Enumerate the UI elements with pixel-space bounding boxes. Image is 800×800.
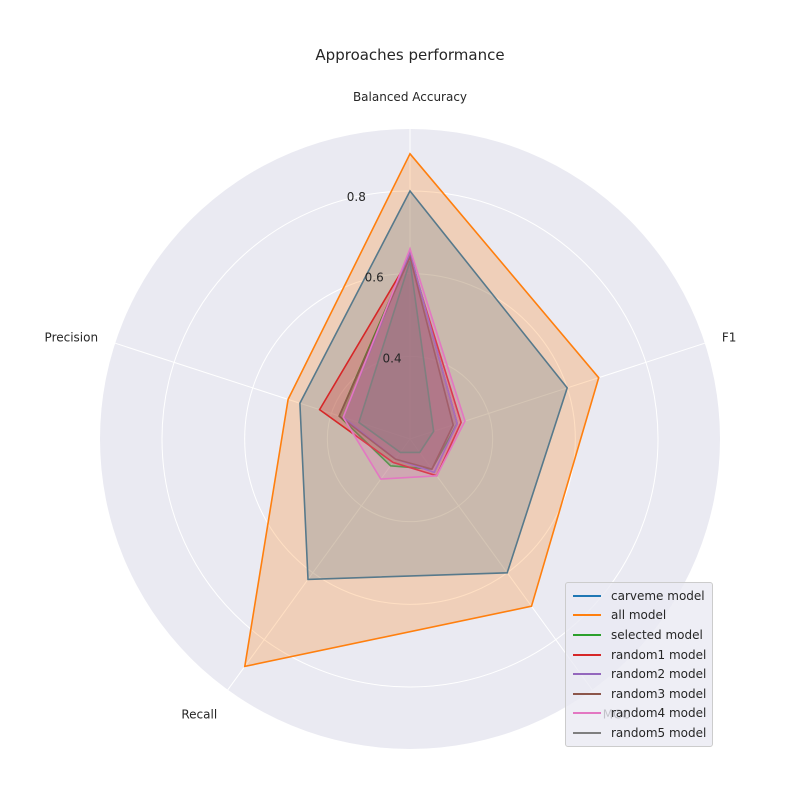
axis-label-4: Precision — [45, 331, 99, 345]
grid-spoke-1 — [409, 342, 705, 440]
series-fill-1 — [244, 153, 599, 667]
legend-label-4: random2 model — [611, 667, 707, 682]
legend-item-1: all model — [566, 606, 712, 626]
series-fill-4 — [343, 253, 458, 473]
legend-swatch-6 — [573, 712, 601, 715]
legend-label-3: random1 model — [611, 647, 707, 662]
legend-label-5: random3 model — [611, 686, 707, 701]
r-tick-label-2: 0.8 — [347, 190, 366, 204]
series-line-5 — [338, 254, 455, 471]
series-fill-5 — [339, 257, 454, 470]
legend-swatch-1 — [573, 614, 601, 617]
legend-label-6: random4 model — [611, 706, 707, 721]
series-line-6 — [342, 246, 466, 480]
legend-label-0: carveme model — [611, 588, 705, 603]
series-fill-0 — [299, 191, 568, 580]
legend-swatch-7 — [573, 731, 601, 734]
legend-item-6: random4 model — [566, 704, 712, 724]
series-fill-7 — [358, 261, 434, 453]
axis-label-0: Balanced Accuracy — [353, 90, 467, 104]
legend-item-3: random1 model — [566, 645, 712, 665]
legend: carveme model all model selected model rand… — [565, 582, 713, 747]
series-layer — [243, 152, 600, 668]
axis-label-3: Recall — [181, 707, 217, 721]
series-fill-6 — [343, 248, 465, 480]
legend-item-0: carveme model — [566, 586, 712, 606]
axis-label-1: F1 — [722, 331, 737, 345]
series-line-7 — [357, 261, 435, 454]
series-line-1 — [243, 152, 600, 668]
legend-swatch-3 — [573, 653, 601, 656]
legend-swatch-4 — [573, 673, 601, 676]
legend-label-2: selected model — [611, 627, 703, 642]
legend-swatch-2 — [573, 633, 601, 636]
legend-label-7: random5 model — [611, 725, 707, 740]
legend-item-4: random2 model — [566, 664, 712, 684]
grid-spoke-3 — [227, 438, 411, 691]
legend-item-7: random5 model — [566, 723, 712, 743]
chart-title: Approaches performance — [315, 46, 504, 64]
series-fill-2 — [339, 253, 458, 470]
legend-label-1: all model — [611, 608, 667, 623]
series-line-0 — [299, 189, 569, 581]
r-tick-label-1: 0.6 — [365, 271, 384, 285]
series-line-3 — [318, 255, 462, 477]
legend-swatch-5 — [573, 692, 601, 695]
radial-tick-labels: 0.4 0.6 0.8 — [347, 190, 402, 365]
grid — [115, 129, 705, 691]
legend-swatch-0 — [573, 594, 601, 597]
legend-item-2: selected model — [566, 625, 712, 645]
grid-spoke-2 — [409, 438, 593, 691]
r-tick-label-0: 0.4 — [383, 351, 402, 365]
legend-item-5: random3 model — [566, 684, 712, 704]
